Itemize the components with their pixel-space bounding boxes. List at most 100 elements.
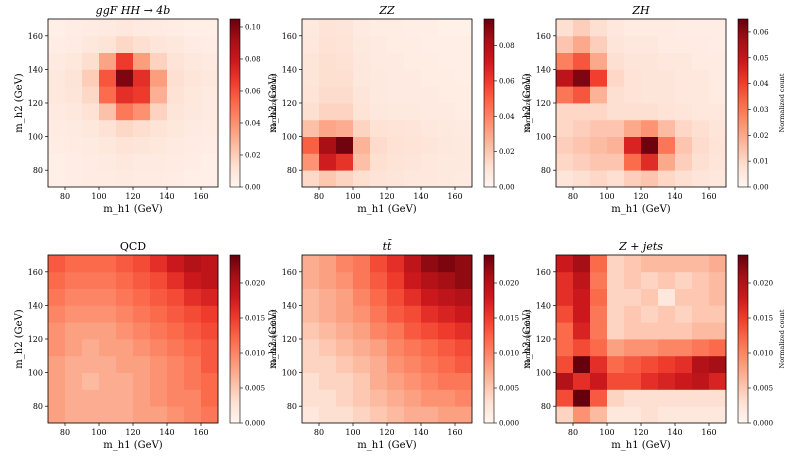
colorbar-tick-label: 0.05 xyxy=(753,54,769,62)
x-tick-label: 120 xyxy=(633,192,648,201)
y-axis-label: m_h2 (GeV) xyxy=(522,73,533,132)
heatmap-cell xyxy=(624,406,642,424)
heatmap-cell xyxy=(709,136,727,154)
heatmap-cell xyxy=(658,119,676,137)
heatmap-cell xyxy=(65,170,83,188)
heatmap-cell xyxy=(624,372,642,390)
heatmap-cell xyxy=(590,69,608,87)
heatmap-cell xyxy=(624,355,642,373)
y-tick-label: 80 xyxy=(541,166,551,175)
heatmap-cell xyxy=(709,389,727,407)
heatmap-cell xyxy=(404,119,422,137)
heatmap-cell xyxy=(692,355,710,373)
heatmap-cell xyxy=(150,170,168,188)
colorbar-tick-label: 0.010 xyxy=(499,350,519,358)
heatmap-cell xyxy=(387,355,405,373)
heatmap-cell xyxy=(692,339,710,357)
x-tick-label: 80 xyxy=(314,428,324,437)
heatmap-cell xyxy=(675,52,693,70)
heatmap-cell xyxy=(404,255,422,273)
colorbar-tick-label: 0.010 xyxy=(245,350,265,358)
heatmap-cell xyxy=(421,136,439,154)
heatmap-cell xyxy=(556,69,574,87)
heatmap-cell xyxy=(455,153,473,171)
colorbar-tick-label: 0.03 xyxy=(753,106,769,114)
heatmap-cell xyxy=(455,35,473,53)
heatmap-cell xyxy=(641,322,659,340)
heatmap-cell xyxy=(48,355,66,373)
x-tick-label: 80 xyxy=(60,192,70,201)
colorbar xyxy=(737,254,749,424)
heatmap-cell xyxy=(353,322,371,340)
heatmap-cell xyxy=(438,305,456,323)
heatmap-cell xyxy=(573,389,591,407)
heatmap-cell xyxy=(675,69,693,87)
heatmap-cell xyxy=(421,288,439,306)
heatmap-panel-2: 80 100 120 140 160 80 100 120 140 160 ZZ m_h1 (GeV)… xyxy=(268,4,532,215)
heatmap-cell xyxy=(302,19,320,37)
colorbar-tick-label: 0.06 xyxy=(499,77,515,85)
heatmap-cell xyxy=(319,355,337,373)
x-axis-label: m_h1 (GeV) xyxy=(103,204,162,215)
heatmap-cell xyxy=(421,119,439,137)
heatmap-cell xyxy=(353,69,371,87)
heatmap-cell xyxy=(404,170,422,188)
heatmap-cell xyxy=(455,103,473,121)
heatmap-cell xyxy=(624,322,642,340)
heatmap-cell xyxy=(48,153,66,171)
heatmap-cell xyxy=(624,305,642,323)
heatmap-cell xyxy=(556,19,574,37)
heatmap-cell xyxy=(641,103,659,121)
heatmap-cell xyxy=(184,119,202,137)
heatmap-cell xyxy=(709,52,727,70)
y-tick-label: 120 xyxy=(536,335,551,344)
heatmap-cell xyxy=(421,322,439,340)
heatmap-cell xyxy=(624,35,642,53)
heatmap-cell xyxy=(455,305,473,323)
heatmap-cell xyxy=(573,119,591,137)
heatmap-cell xyxy=(167,153,185,171)
heatmap-cell xyxy=(658,35,676,53)
heatmap-cell xyxy=(607,389,625,407)
heatmap-cell xyxy=(658,355,676,373)
heatmap-cell xyxy=(455,372,473,390)
y-tick-label: 120 xyxy=(28,335,43,344)
heatmap-cell xyxy=(658,103,676,121)
heatmap-cell xyxy=(133,355,151,373)
heatmap-cell xyxy=(556,339,574,357)
heatmap-cell xyxy=(82,35,100,53)
heatmap-cell xyxy=(336,103,354,121)
heatmap-cell xyxy=(319,153,337,171)
heatmap-cell xyxy=(336,355,354,373)
y-tick-label: 140 xyxy=(282,301,297,310)
heatmap-cell xyxy=(692,288,710,306)
heatmap-cell xyxy=(353,372,371,390)
y-tick-label: 140 xyxy=(282,65,297,74)
heatmap-cell xyxy=(607,153,625,171)
heatmap-cell xyxy=(421,86,439,104)
heatmap-cell xyxy=(573,305,591,323)
heatmap-cell xyxy=(624,170,642,188)
heatmap-cell xyxy=(590,322,608,340)
y-axis-label: m_h2 (GeV) xyxy=(522,309,533,368)
heatmap-cell xyxy=(607,69,625,87)
colorbar-tick-label: 0.06 xyxy=(753,28,769,36)
heatmap-cell xyxy=(658,136,676,154)
chart-title: ZH xyxy=(631,4,650,17)
heatmap-cell xyxy=(116,52,134,70)
heatmap-cell xyxy=(336,389,354,407)
heatmap-cell xyxy=(573,153,591,171)
heatmap-cell xyxy=(641,271,659,289)
heatmap-cell xyxy=(99,255,117,273)
heatmap-cell xyxy=(82,288,100,306)
y-tick-label: 140 xyxy=(28,65,43,74)
heatmap-cell xyxy=(150,322,168,340)
heatmap-cell xyxy=(336,170,354,188)
heatmap-cell xyxy=(607,119,625,137)
heatmap-cell xyxy=(167,119,185,137)
x-tick-label: 120 xyxy=(633,428,648,437)
heatmap-cell xyxy=(319,103,337,121)
y-tick-label: 120 xyxy=(282,335,297,344)
heatmap-cell xyxy=(133,255,151,273)
heatmap-cell xyxy=(48,372,66,390)
